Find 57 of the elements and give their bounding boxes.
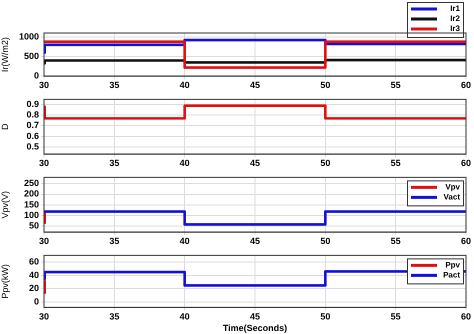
x-tick-label: 55 [390,158,401,168]
y-tick-label: 500 [24,51,39,62]
legend-label: Ir3 [450,24,461,34]
x-tick-label: 55 [390,311,401,322]
x-tick-label: 40 [180,236,190,246]
x-tick-label: 35 [109,158,120,168]
y-tick-label: 100 [24,210,39,220]
y-tick-label: 40 [28,270,39,280]
legend-label: Vact [444,192,460,202]
x-tick-label: 35 [109,311,120,322]
y-tick-label: 50 [28,220,39,230]
x-tick-label: 40 [180,311,190,322]
y-tick-label: 0.6 [26,130,39,141]
y-tick-label: 0 [34,70,39,81]
y-tick-label: 250 [24,178,39,188]
y-tick-label: 1000 [18,31,39,42]
y-axis-title: D [0,123,10,130]
x-tick-label: 40 [180,80,190,90]
x-tick-label: 30 [38,158,50,168]
legend-label: Ppv [445,260,461,270]
x-tick-label: 60 [460,80,472,90]
x-tick-label: 55 [390,80,401,90]
x-axis-title: Time(Seconds) [222,323,288,334]
y-tick-label: 200 [24,188,39,199]
x-tick-label: 50 [320,311,330,322]
legend-label: Vpv [445,182,461,192]
y-axis-title: Vpv(V) [0,191,10,219]
x-tick-label: 30 [38,80,50,90]
legend-label: Pact [443,270,460,280]
x-tick-label: 60 [460,236,472,246]
x-tick-label: 45 [250,158,260,168]
y-tick-label: 0.7 [26,120,39,130]
y-tick-label: 0.8 [26,110,39,120]
y-tick-label: 0 [34,296,39,307]
x-tick-label: 50 [320,158,330,168]
x-tick-label: 35 [109,80,120,90]
legend-label: Ir2 [450,14,461,24]
x-tick-label: 45 [250,80,260,90]
y-tick-label: 0.5 [26,141,39,152]
x-tick-label: 50 [320,236,330,246]
x-tick-label: 60 [460,311,472,322]
x-tick-label: 45 [250,236,260,246]
y-axis-title: Ppv(kW) [0,264,10,299]
x-tick-label: 50 [320,80,330,90]
y-tick-label: 150 [24,199,39,210]
y-axis-title: Ir(W/m2) [0,37,10,72]
legend-label: Ir1 [450,4,461,14]
x-tick-label: 55 [390,236,401,246]
x-tick-label: 35 [109,236,120,246]
x-tick-label: 45 [250,311,260,322]
y-tick-label: 0.9 [26,99,39,110]
x-tick-label: 30 [38,236,50,246]
x-tick-label: 40 [180,158,190,168]
y-tick-label: 20 [28,283,39,294]
y-tick-label: 60 [28,256,39,267]
x-tick-label: 60 [460,158,472,168]
x-tick-label: 30 [38,311,50,322]
